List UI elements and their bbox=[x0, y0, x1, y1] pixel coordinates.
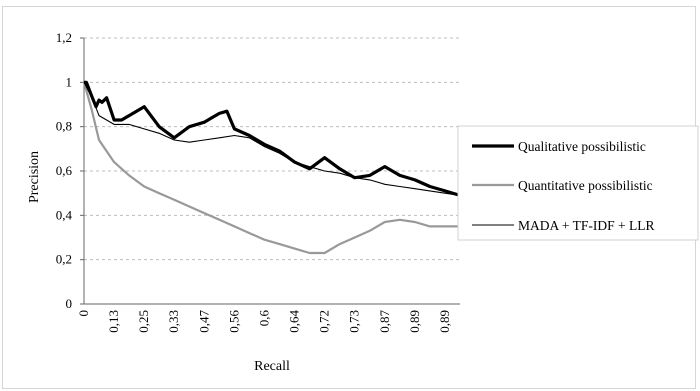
series-line-1 bbox=[82, 82, 460, 255]
x-tick-label: 0,73 bbox=[347, 310, 362, 333]
y-tick-labels: 0 0,2 0,4 0,6 0,8 1 1,2 bbox=[56, 30, 84, 311]
series-lines bbox=[82, 80, 461, 255]
x-tick-label: 0,25 bbox=[136, 310, 151, 333]
x-tick-label: 0 bbox=[76, 310, 91, 317]
series-line-2 bbox=[83, 82, 461, 196]
legend-label-quantitative: Quantitative possibilistic bbox=[518, 178, 653, 193]
x-tick-label: 0,56 bbox=[226, 310, 241, 333]
x-tick-label: 0,33 bbox=[166, 310, 181, 333]
legend-label-mada: MADA + TF-IDF + LLR bbox=[518, 218, 655, 233]
y-tick-label: 0,8 bbox=[56, 119, 72, 134]
gridlines bbox=[84, 37, 460, 261]
x-tick-label: 0,72 bbox=[317, 310, 332, 333]
x-tick-labels: 0 0,13 0,25 0,33 0,47 0,56 0,6 0,64 0,72 0,73 0,87… bbox=[76, 310, 452, 333]
y-tick-label: 0 bbox=[66, 296, 73, 311]
x-axis-label: Recall bbox=[254, 359, 290, 374]
y-tick-label: 1,2 bbox=[56, 30, 72, 45]
legend: Qualitative possibilistic Quantitative p… bbox=[457, 125, 699, 241]
x-tick-label: 0,47 bbox=[196, 310, 211, 333]
series-line-0 bbox=[84, 80, 461, 197]
y-axis-label: Precision bbox=[27, 151, 42, 203]
y-tick-label: 0,2 bbox=[56, 252, 72, 267]
legend-label-qualitative: Qualitative possibilistic bbox=[518, 139, 646, 154]
x-tick-label: 0,6 bbox=[256, 310, 271, 327]
x-tick-label: 0,87 bbox=[377, 310, 392, 333]
y-tick-label: 1 bbox=[66, 74, 73, 89]
y-tick-label: 0,6 bbox=[56, 163, 73, 178]
x-tick-label: 0,13 bbox=[106, 310, 121, 333]
x-tick-label: 0,64 bbox=[287, 310, 302, 333]
y-tick-label: 0,4 bbox=[56, 207, 73, 222]
x-tick-label: 0,89 bbox=[437, 310, 452, 333]
x-tick-label: 0,89 bbox=[407, 310, 422, 333]
